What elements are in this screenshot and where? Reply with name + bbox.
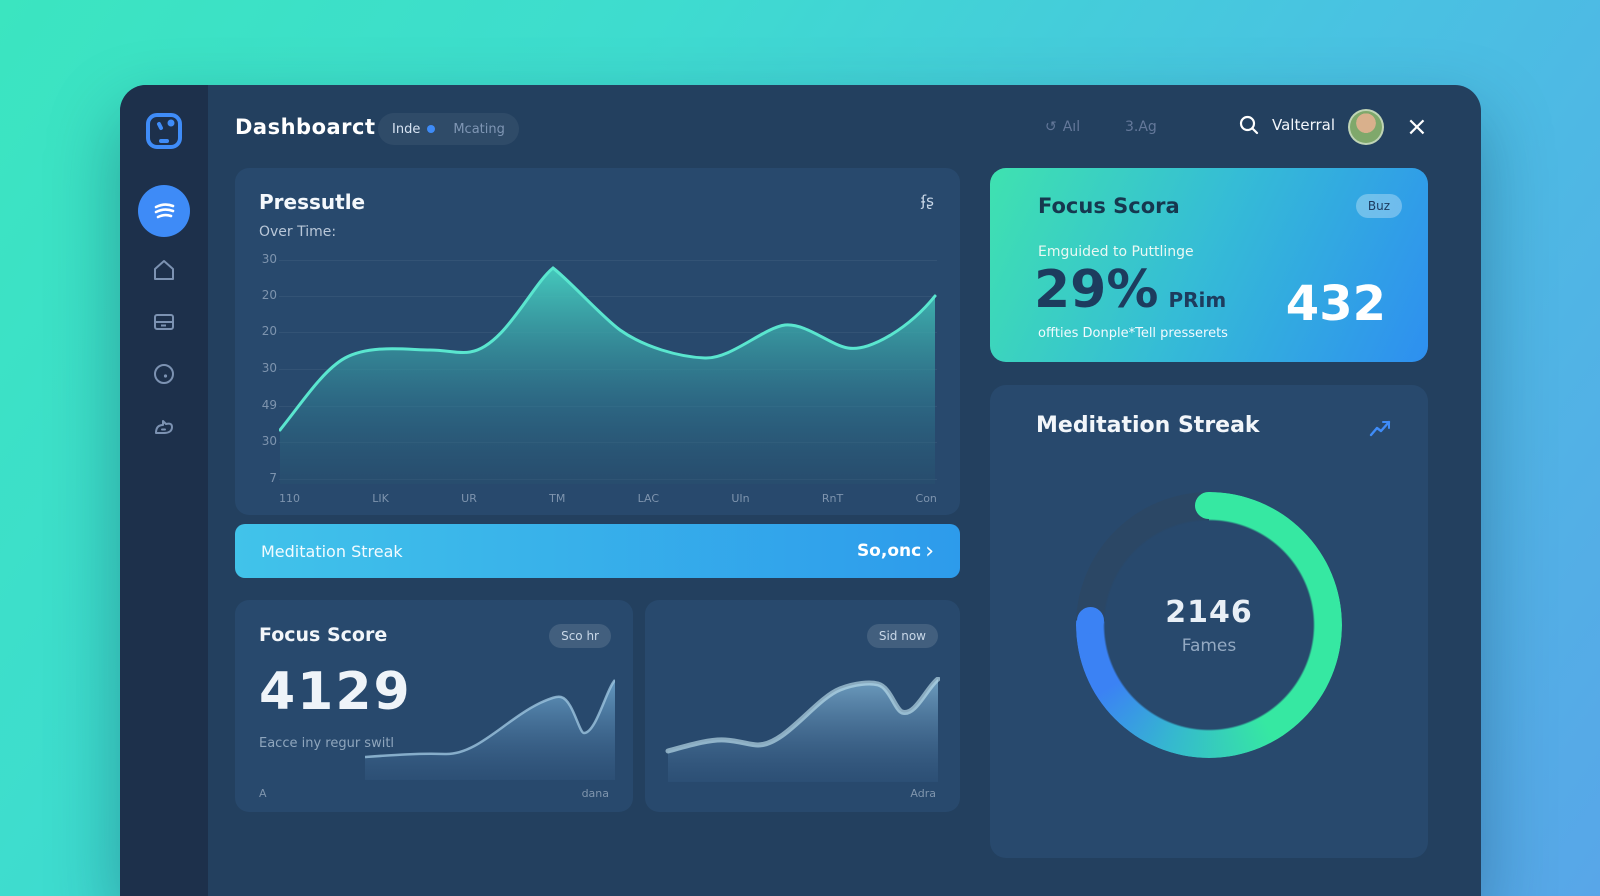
x-axis-labels: 110 LIK UR TM LAC UIn RnT Con bbox=[279, 492, 937, 505]
x-tick: UIn bbox=[731, 492, 750, 505]
y-tick: 49 bbox=[261, 398, 277, 412]
search-control[interactable]: Valterral bbox=[1238, 114, 1335, 136]
scora-percent-suffix: PRim bbox=[1168, 288, 1227, 312]
focus-footer-right: dana bbox=[581, 787, 609, 800]
waves-icon bbox=[150, 197, 178, 225]
x-tick: UR bbox=[461, 492, 477, 505]
focus-score-value: 4129 bbox=[259, 662, 412, 722]
x-tick: LIK bbox=[372, 492, 389, 505]
page-title: Dashboarct bbox=[235, 115, 376, 139]
tab-inde-label: Inde bbox=[392, 121, 421, 137]
donut-value: 2146 bbox=[1165, 594, 1253, 630]
sidebar-item-cards[interactable] bbox=[150, 308, 178, 336]
session-mini-chart bbox=[665, 677, 940, 782]
pressure-card-title: Pressutle bbox=[259, 190, 366, 214]
app-logo bbox=[144, 111, 184, 151]
search-icon bbox=[1238, 114, 1260, 136]
bird-icon bbox=[150, 420, 178, 444]
donut-blue-cap bbox=[1077, 607, 1104, 634]
home-icon bbox=[150, 260, 178, 288]
y-tick: 30 bbox=[261, 434, 277, 448]
meditation-streak-banner[interactable]: Meditation Streak So,onc › bbox=[235, 524, 960, 578]
status-ag-label: 3.Ag bbox=[1125, 119, 1157, 135]
focus-score-card: Focus Score Sco hr 4129 Eacce iny regur … bbox=[235, 600, 633, 812]
x-tick: Con bbox=[915, 492, 937, 505]
session-card-badge[interactable]: Sid now bbox=[866, 624, 938, 648]
donut-center: 2146 Fames bbox=[1076, 492, 1342, 758]
restore-icon: ↺ bbox=[1045, 119, 1057, 135]
sidebar-item-target[interactable] bbox=[150, 360, 178, 388]
status-restore-label: Aıl bbox=[1062, 119, 1081, 135]
session-footer-right: Adra bbox=[910, 787, 936, 800]
chevron-right-icon: › bbox=[925, 538, 934, 564]
banner-value: So,onc bbox=[856, 541, 922, 561]
pressure-card-subtitle: Over Time: bbox=[259, 224, 337, 240]
trend-icon[interactable] bbox=[1368, 417, 1392, 441]
header-tabs: Inde Mcating bbox=[378, 113, 519, 145]
close-icon[interactable]: × bbox=[1406, 112, 1428, 142]
pressure-area-chart bbox=[279, 266, 937, 484]
sidebar-item-bird[interactable] bbox=[150, 412, 178, 440]
focus-footer-left: A bbox=[259, 787, 267, 800]
scora-value: 432 bbox=[1285, 276, 1386, 332]
y-tick: 7 bbox=[269, 471, 277, 485]
banner-label: Meditation Streak bbox=[261, 541, 403, 561]
session-card: Sid now Adra bbox=[645, 600, 960, 812]
status-restore[interactable]: ↺ Aıl bbox=[1045, 119, 1080, 135]
pressure-card-corner-glyph: ʄʂ bbox=[921, 192, 934, 210]
active-dot bbox=[427, 125, 436, 133]
focus-scora-card: Focus Scora Buz Emguided to Puttlinge 29… bbox=[990, 168, 1428, 362]
sidebar-item-waves[interactable] bbox=[138, 185, 190, 237]
cards-icon bbox=[150, 314, 178, 340]
gridline bbox=[279, 296, 937, 297]
meditation-streak-card: Meditation Streak 2146 Fames bbox=[990, 385, 1428, 858]
x-tick: 110 bbox=[279, 492, 300, 505]
search-label: Valterral bbox=[1272, 116, 1335, 134]
status-ag: 3.Ag bbox=[1125, 119, 1157, 135]
tab-inde[interactable]: Inde bbox=[392, 121, 436, 137]
scora-line2: offties Donple*Tell presserets bbox=[1038, 326, 1228, 341]
target-icon bbox=[150, 364, 178, 392]
streak-card-title: Meditation Streak bbox=[1036, 413, 1260, 438]
focus-card-subtitle: Eacce iny regur switl bbox=[259, 736, 395, 751]
avatar[interactable] bbox=[1348, 109, 1384, 145]
pressure-card: Pressutle Over Time: ʄʂ 30 20 20 30 49 3… bbox=[235, 168, 960, 515]
x-tick: LAC bbox=[637, 492, 660, 505]
donut-green-cap bbox=[1195, 492, 1222, 519]
tab-mcating-label: Mcating bbox=[453, 121, 505, 137]
focus-card-title: Focus Score bbox=[259, 624, 388, 646]
app-window: Dashboarct Inde Mcating ↺ Aıl 3.Ag bbox=[120, 85, 1481, 896]
scora-percent: 29% bbox=[1034, 260, 1159, 320]
tab-mcating[interactable]: Mcating bbox=[453, 122, 505, 137]
donut-ring bbox=[1076, 492, 1342, 758]
scora-card-badge[interactable]: Buz bbox=[1355, 194, 1402, 218]
focus-mini-chart bbox=[365, 679, 615, 780]
scora-percent-row: 29% PRim bbox=[1034, 260, 1226, 320]
y-tick: 20 bbox=[261, 324, 277, 338]
x-tick: TM bbox=[549, 492, 566, 505]
sidebar bbox=[120, 85, 208, 896]
sidebar-item-home[interactable] bbox=[150, 256, 178, 284]
y-tick: 30 bbox=[261, 252, 277, 266]
gridline bbox=[279, 260, 937, 261]
x-tick: RnT bbox=[821, 492, 844, 505]
scora-card-title: Focus Scora bbox=[1038, 194, 1180, 218]
y-tick: 20 bbox=[261, 288, 277, 302]
scora-line1: Emguided to Puttlinge bbox=[1038, 244, 1194, 260]
donut-label: Fames bbox=[1181, 635, 1237, 656]
focus-card-badge[interactable]: Sco hr bbox=[549, 624, 611, 648]
y-tick: 30 bbox=[261, 361, 277, 375]
streak-donut: 2146 Fames bbox=[1076, 492, 1342, 758]
